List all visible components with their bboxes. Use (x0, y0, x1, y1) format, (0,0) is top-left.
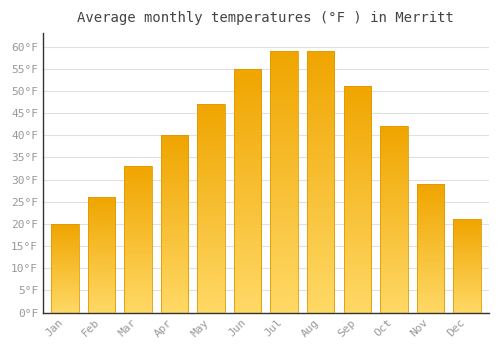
Bar (344, 86, 371, 313)
Bar (124, 166, 152, 313)
Bar (270, 51, 298, 313)
Bar (51, 224, 78, 313)
Bar (198, 104, 225, 313)
Bar (88, 197, 115, 313)
Bar (454, 219, 480, 313)
Bar (161, 135, 188, 313)
Bar (416, 184, 444, 313)
Bar (307, 51, 334, 313)
Bar (380, 126, 407, 313)
Bar (234, 69, 262, 313)
Title: Average monthly temperatures (°F ) in Merritt: Average monthly temperatures (°F ) in Me… (78, 11, 454, 25)
